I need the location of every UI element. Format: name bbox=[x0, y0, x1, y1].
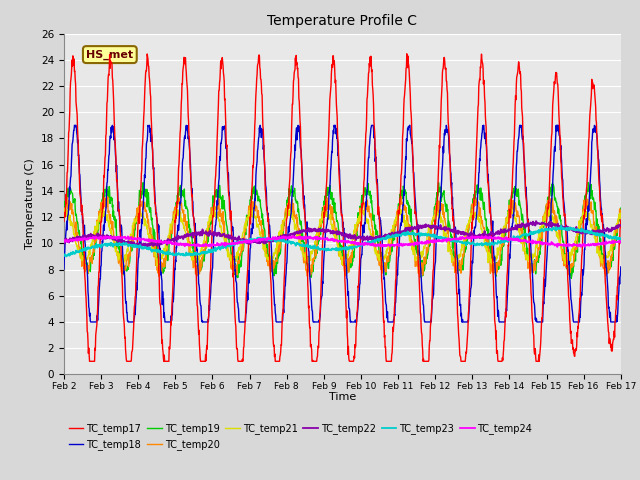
Line: TC_temp23: TC_temp23 bbox=[64, 226, 621, 256]
TC_temp17 bbox=[429, 266, 437, 272]
TC_temp24 bbox=[289, 233, 297, 239]
TC_temp22 bbox=[171, 238, 179, 243]
TC_temp23 bbox=[63, 253, 70, 259]
TC_temp21 bbox=[60, 212, 68, 217]
TC_temp24 bbox=[617, 240, 625, 245]
TC_temp19 bbox=[429, 217, 436, 223]
TC_temp23 bbox=[60, 252, 68, 258]
Line: TC_temp18: TC_temp18 bbox=[64, 125, 621, 322]
TC_temp17 bbox=[552, 74, 559, 80]
TC_temp23 bbox=[171, 252, 179, 257]
TC_temp20 bbox=[429, 214, 437, 219]
TC_temp20 bbox=[617, 208, 625, 214]
TC_temp24 bbox=[429, 240, 437, 246]
TC_temp23 bbox=[429, 232, 437, 238]
TC_temp24 bbox=[554, 244, 561, 250]
TC_temp18 bbox=[87, 319, 95, 325]
TC_temp21 bbox=[617, 212, 625, 217]
TC_temp18 bbox=[247, 233, 255, 239]
TC_temp18 bbox=[60, 266, 68, 272]
TC_temp22 bbox=[246, 240, 254, 245]
TC_temp22 bbox=[144, 243, 152, 249]
Line: TC_temp21: TC_temp21 bbox=[64, 207, 621, 266]
TC_temp20 bbox=[60, 212, 68, 218]
TC_temp18 bbox=[617, 264, 625, 270]
TC_temp24 bbox=[60, 239, 68, 245]
TC_temp20 bbox=[246, 206, 254, 212]
TC_temp21 bbox=[502, 216, 510, 221]
TC_temp20 bbox=[184, 228, 192, 234]
TC_temp19 bbox=[617, 205, 625, 211]
TC_temp20 bbox=[397, 194, 405, 200]
TC_temp23 bbox=[246, 237, 254, 243]
TC_temp22 bbox=[60, 240, 68, 246]
TC_temp17 bbox=[403, 51, 411, 57]
Line: TC_temp22: TC_temp22 bbox=[64, 221, 621, 246]
TC_temp24 bbox=[551, 242, 559, 248]
TC_temp22 bbox=[552, 221, 559, 227]
TC_temp21 bbox=[154, 263, 161, 269]
TC_temp17 bbox=[184, 113, 192, 119]
Line: TC_temp19: TC_temp19 bbox=[64, 182, 621, 278]
TC_temp20 bbox=[502, 215, 510, 220]
TC_temp21 bbox=[246, 204, 254, 210]
TC_temp18 bbox=[552, 140, 559, 145]
TC_temp17 bbox=[86, 359, 93, 364]
TC_temp18 bbox=[185, 133, 193, 139]
TC_temp21 bbox=[429, 214, 437, 220]
Line: TC_temp24: TC_temp24 bbox=[64, 236, 621, 247]
TC_temp24 bbox=[502, 234, 509, 240]
TC_temp23 bbox=[184, 252, 192, 258]
TC_temp20 bbox=[155, 273, 163, 279]
TC_temp23 bbox=[557, 223, 565, 228]
TC_temp21 bbox=[171, 214, 179, 219]
TC_temp19 bbox=[60, 200, 68, 205]
TC_temp24 bbox=[184, 241, 191, 247]
TC_temp23 bbox=[617, 236, 625, 242]
TC_temp19 bbox=[584, 180, 592, 185]
TC_temp19 bbox=[568, 276, 575, 281]
TC_temp19 bbox=[502, 232, 509, 238]
Legend: TC_temp17, TC_temp18, TC_temp19, TC_temp20, TC_temp21, TC_temp22, TC_temp23, TC_: TC_temp17, TC_temp18, TC_temp19, TC_temp… bbox=[69, 423, 532, 450]
TC_temp18 bbox=[502, 306, 510, 312]
TC_temp24 bbox=[170, 240, 178, 246]
Text: HS_met: HS_met bbox=[86, 49, 133, 60]
TC_temp22 bbox=[532, 218, 540, 224]
TC_temp23 bbox=[551, 227, 559, 232]
Y-axis label: Temperature (C): Temperature (C) bbox=[26, 158, 35, 250]
TC_temp21 bbox=[184, 240, 192, 245]
TC_temp23 bbox=[502, 238, 509, 244]
TC_temp21 bbox=[283, 204, 291, 210]
TC_temp22 bbox=[502, 228, 509, 234]
TC_temp20 bbox=[171, 209, 179, 215]
TC_temp20 bbox=[552, 216, 559, 222]
TC_temp19 bbox=[170, 210, 178, 216]
TC_temp18 bbox=[429, 292, 437, 298]
TC_temp19 bbox=[551, 197, 559, 203]
X-axis label: Time: Time bbox=[329, 393, 356, 402]
Title: Temperature Profile C: Temperature Profile C bbox=[268, 14, 417, 28]
Line: TC_temp20: TC_temp20 bbox=[64, 197, 621, 276]
TC_temp17 bbox=[617, 217, 625, 223]
TC_temp17 bbox=[246, 221, 254, 227]
TC_temp18 bbox=[70, 122, 78, 128]
TC_temp22 bbox=[617, 223, 625, 228]
Line: TC_temp17: TC_temp17 bbox=[64, 54, 621, 361]
TC_temp19 bbox=[246, 197, 254, 203]
TC_temp22 bbox=[184, 232, 192, 238]
TC_temp24 bbox=[246, 239, 254, 244]
TC_temp21 bbox=[552, 227, 559, 232]
TC_temp19 bbox=[184, 207, 191, 213]
TC_temp17 bbox=[60, 218, 68, 224]
TC_temp22 bbox=[429, 223, 437, 229]
TC_temp17 bbox=[502, 293, 510, 299]
TC_temp17 bbox=[171, 239, 179, 245]
TC_temp18 bbox=[172, 267, 179, 273]
